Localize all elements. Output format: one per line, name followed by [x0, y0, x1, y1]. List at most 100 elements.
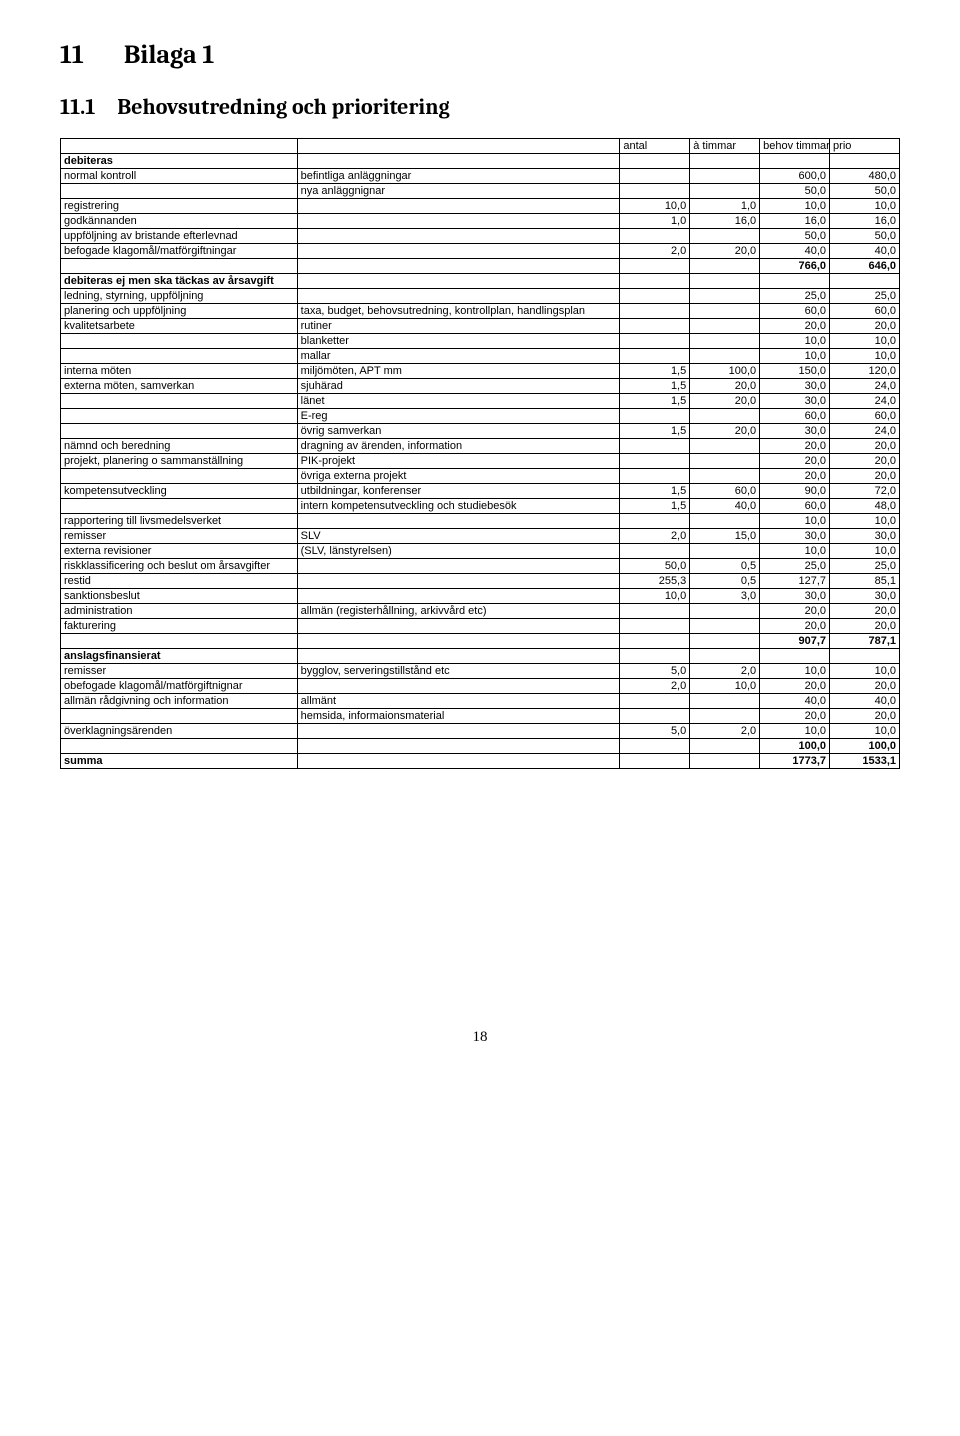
table-cell [690, 544, 760, 559]
table-cell: anslagsfinansierat [61, 649, 298, 664]
table-cell: 787,1 [830, 634, 900, 649]
table-cell: dragning av ärenden, information [297, 439, 620, 454]
table-cell [297, 229, 620, 244]
table-cell [830, 274, 900, 289]
column-header [297, 139, 620, 154]
table-cell: övriga externa projekt [297, 469, 620, 484]
table-row: E-reg60,060,0 [61, 409, 900, 424]
table-cell: 2,0 [690, 664, 760, 679]
table-cell: 60,0 [690, 484, 760, 499]
table-cell: 20,0 [830, 469, 900, 484]
table-cell: bygglov, serveringstillstånd etc [297, 664, 620, 679]
table-cell: 72,0 [830, 484, 900, 499]
table-cell [61, 424, 298, 439]
table-cell: 2,0 [690, 724, 760, 739]
table-cell: 120,0 [830, 364, 900, 379]
table-cell: 2,0 [620, 244, 690, 259]
table-cell: 50,0 [830, 229, 900, 244]
table-cell [297, 199, 620, 214]
table-cell [297, 724, 620, 739]
table-cell: debiteras ej men ska täckas av årsavgift [61, 274, 298, 289]
table-cell [620, 184, 690, 199]
table-cell: 50,0 [760, 184, 830, 199]
table-row: summa1773,71533,1 [61, 754, 900, 769]
table-cell: 25,0 [760, 559, 830, 574]
table-cell: 1,0 [690, 199, 760, 214]
table-cell [620, 709, 690, 724]
table-cell [690, 349, 760, 364]
table-row: remisserbygglov, serveringstillstånd etc… [61, 664, 900, 679]
table-cell [61, 634, 298, 649]
table-cell: 10,0 [760, 724, 830, 739]
table-cell [690, 709, 760, 724]
table-cell [620, 604, 690, 619]
heading-2-text: Behovsutredning och prioritering [117, 94, 449, 120]
table-cell: projekt, planering o sammanställning [61, 454, 298, 469]
table-cell [620, 514, 690, 529]
table-cell: 20,0 [760, 679, 830, 694]
table-cell: 20,0 [690, 424, 760, 439]
table-cell: externa revisioner [61, 544, 298, 559]
table-row: restid255,30,5127,785,1 [61, 574, 900, 589]
table-cell: 20,0 [760, 454, 830, 469]
table-row: registrering10,01,010,010,0 [61, 199, 900, 214]
table-cell: nya anläggnignar [297, 184, 620, 199]
table-cell [690, 334, 760, 349]
table-cell: 10,0 [760, 664, 830, 679]
table-cell: kompetensutveckling [61, 484, 298, 499]
table-cell: 15,0 [690, 529, 760, 544]
table-row: ledning, styrning, uppföljning25,025,0 [61, 289, 900, 304]
table-cell [297, 739, 620, 754]
table-row: allmän rådgivning och informationallmänt… [61, 694, 900, 709]
table-cell: planering och uppföljning [61, 304, 298, 319]
table-cell: 766,0 [760, 259, 830, 274]
table-row: debiteras [61, 154, 900, 169]
table-cell: administration [61, 604, 298, 619]
table-cell [690, 634, 760, 649]
table-cell [61, 259, 298, 274]
table-cell: rapportering till livsmedelsverket [61, 514, 298, 529]
table-cell: allmän (registerhållning, arkivvård etc) [297, 604, 620, 619]
table-cell: PIK-projekt [297, 454, 620, 469]
table-cell: 5,0 [620, 664, 690, 679]
table-cell [620, 304, 690, 319]
table-cell [620, 154, 690, 169]
heading-1-text: Bilaga 1 [124, 40, 215, 70]
table-cell: 20,0 [690, 394, 760, 409]
table-cell: 0,5 [690, 559, 760, 574]
table-row: riskklassificering och beslut om årsavgi… [61, 559, 900, 574]
table-cell: 50,0 [830, 184, 900, 199]
table-cell: 1,5 [620, 364, 690, 379]
table-row: hemsida, informaionsmaterial20,020,0 [61, 709, 900, 724]
table-cell: allmän rådgivning och information [61, 694, 298, 709]
table-cell [690, 439, 760, 454]
table-cell: övrig samverkan [297, 424, 620, 439]
column-header: prio [830, 139, 900, 154]
table-cell [690, 154, 760, 169]
table-cell [297, 289, 620, 304]
table-cell: allmänt [297, 694, 620, 709]
table-cell [297, 259, 620, 274]
table-row: uppföljning av bristande efterlevnad50,0… [61, 229, 900, 244]
table-cell [297, 214, 620, 229]
table-cell [690, 469, 760, 484]
table-row: remisserSLV2,015,030,030,0 [61, 529, 900, 544]
table-cell: 1,5 [620, 424, 690, 439]
table-row: övriga externa projekt20,020,0 [61, 469, 900, 484]
table-cell [690, 754, 760, 769]
table-row: kvalitetsarbeterutiner20,020,0 [61, 319, 900, 334]
table-cell: (SLV, länstyrelsen) [297, 544, 620, 559]
table-cell: 3,0 [690, 589, 760, 604]
table-cell: sanktionsbeslut [61, 589, 298, 604]
table-row: nämnd och beredningdragning av ärenden, … [61, 439, 900, 454]
table-cell: 10,0 [760, 544, 830, 559]
heading-2: 11.1Behovsutredning och prioritering [60, 94, 900, 120]
table-cell: miljömöten, APT mm [297, 364, 620, 379]
table-row: 907,7787,1 [61, 634, 900, 649]
table-cell: debiteras [61, 154, 298, 169]
table-cell: 60,0 [830, 304, 900, 319]
table-row: kompetensutvecklingutbildningar, konfere… [61, 484, 900, 499]
table-cell [690, 694, 760, 709]
table-cell [690, 619, 760, 634]
table-cell [690, 604, 760, 619]
